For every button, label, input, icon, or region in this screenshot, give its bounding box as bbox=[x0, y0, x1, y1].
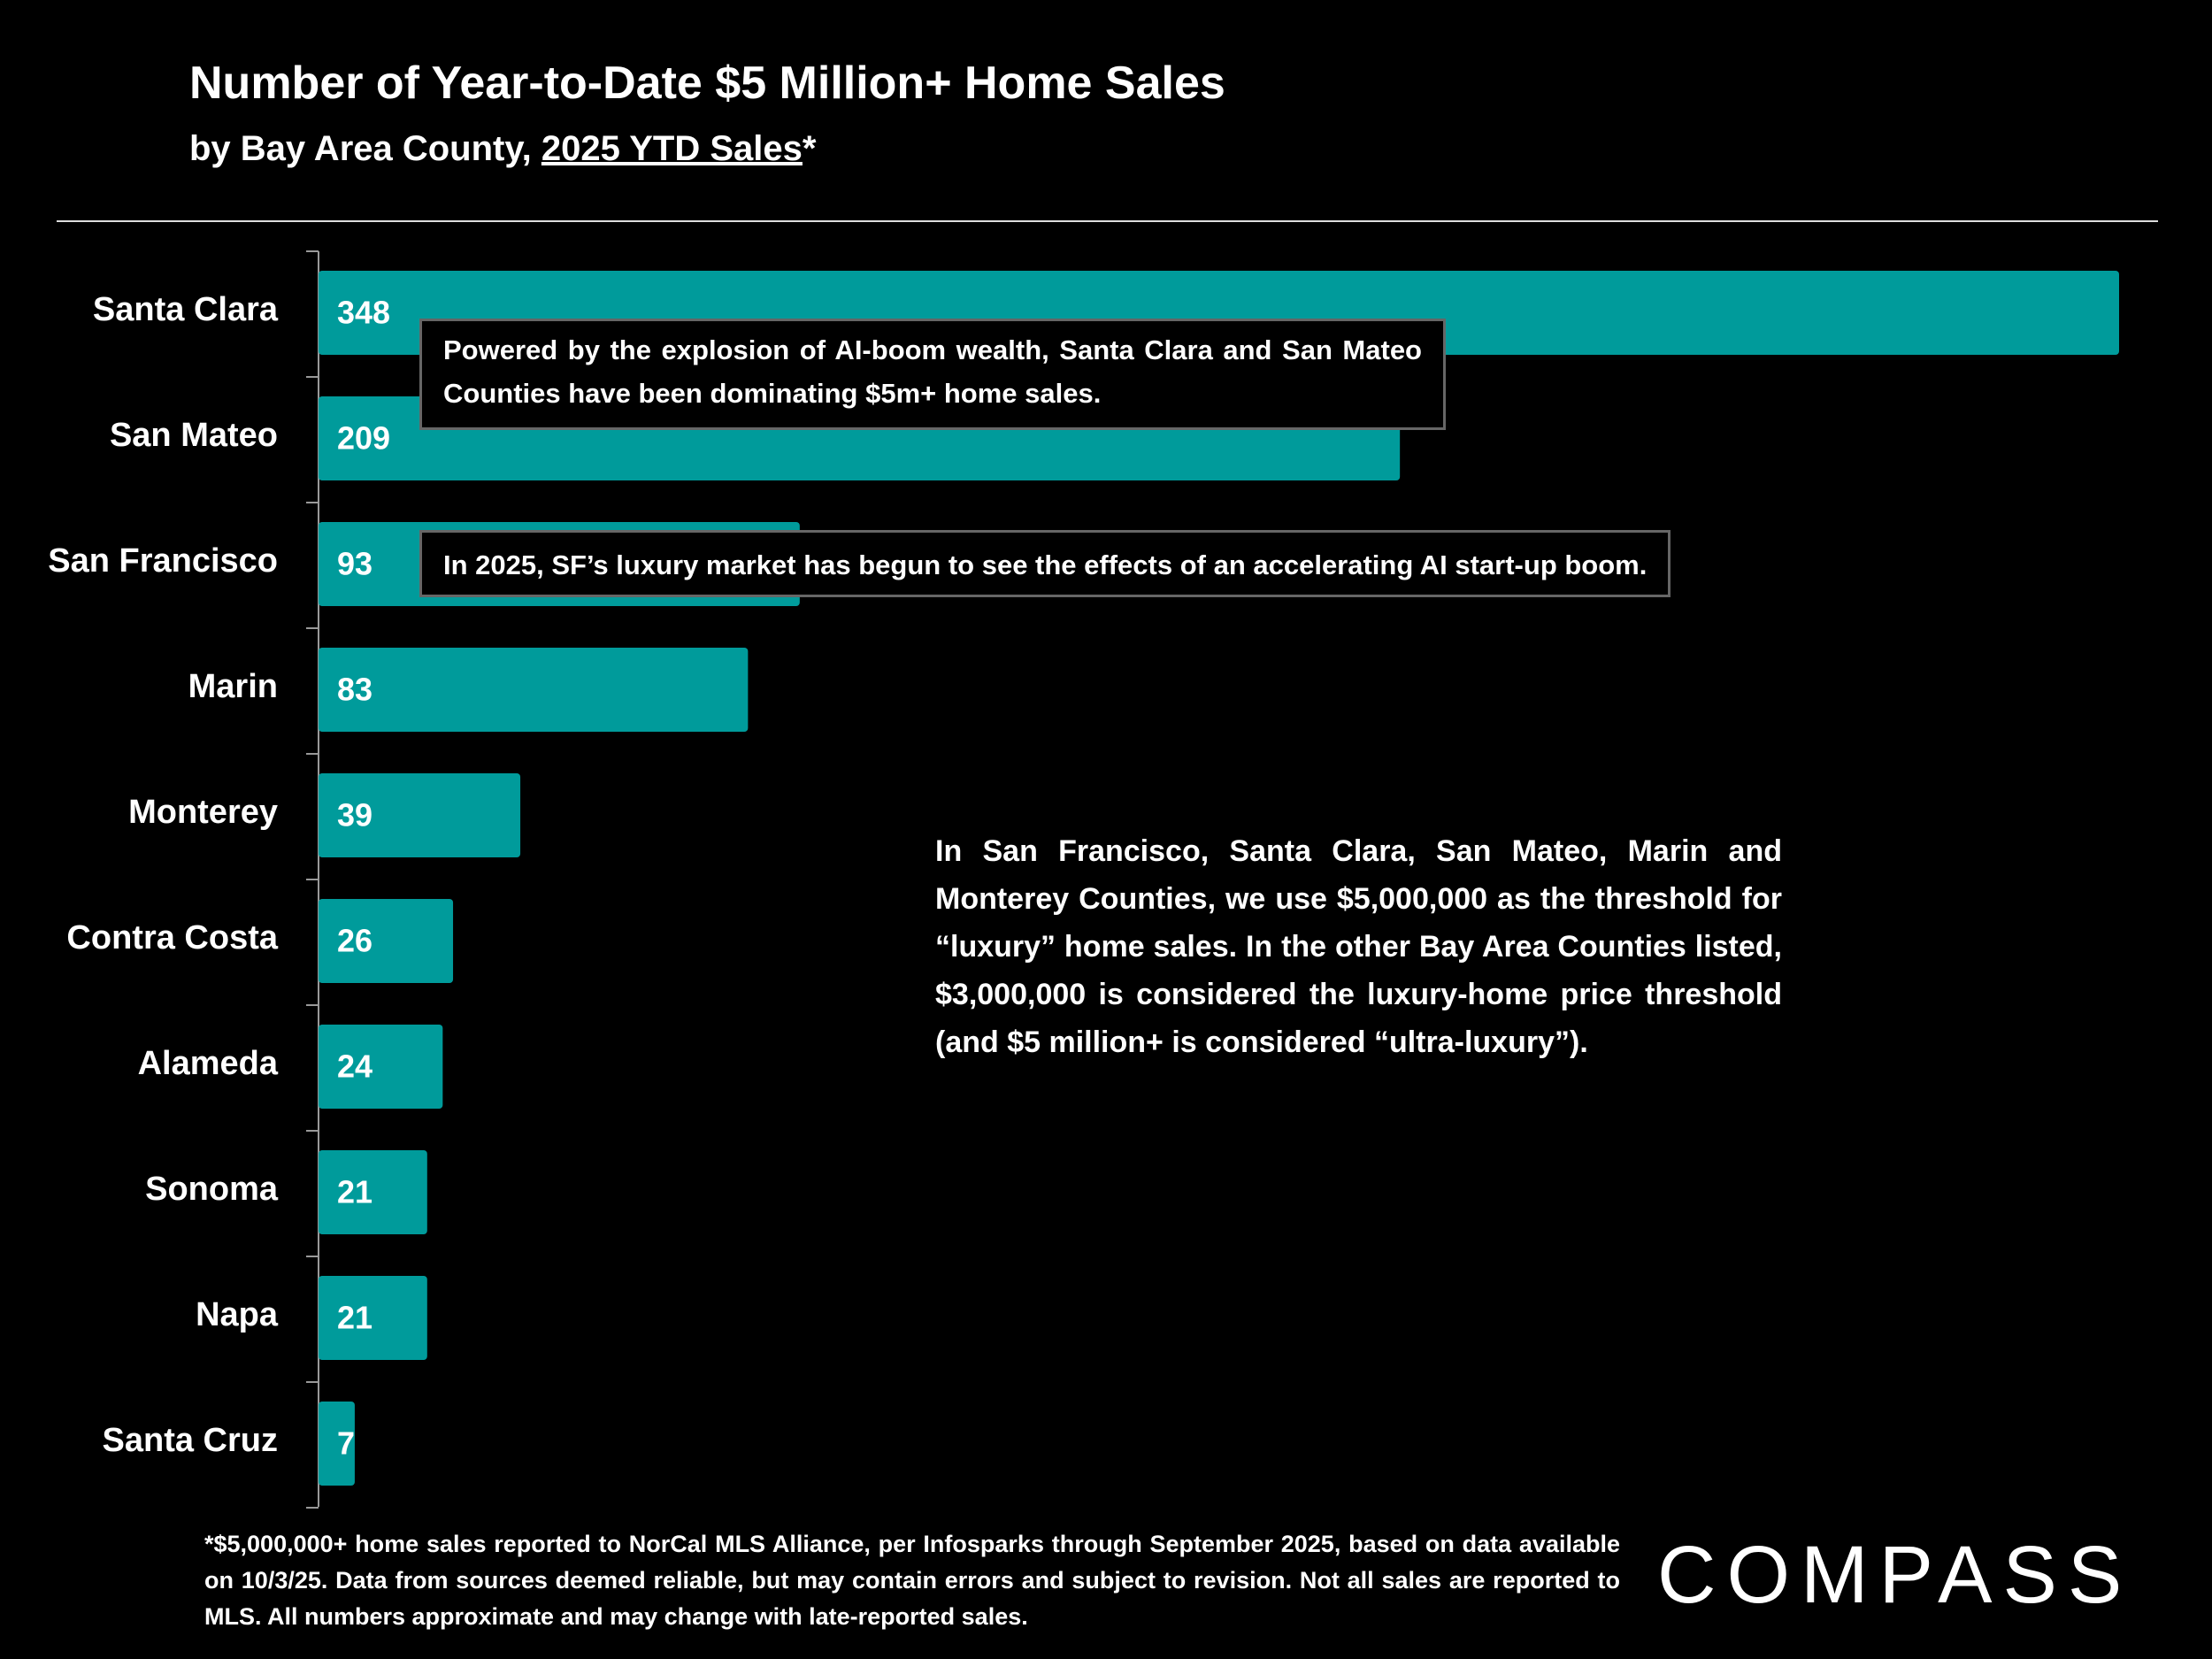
bar bbox=[319, 1276, 427, 1360]
chart-subtitle: by Bay Area County, 2025 YTD Sales* bbox=[189, 129, 816, 169]
category-label: San Francisco bbox=[48, 542, 278, 580]
category-label: Santa Cruz bbox=[103, 1422, 278, 1459]
category-label: Marin bbox=[188, 668, 278, 705]
subtitle-emphasis: 2025 YTD Sales bbox=[541, 129, 803, 168]
bar bbox=[319, 1150, 427, 1234]
value-label: 26 bbox=[337, 923, 373, 959]
value-label: 93 bbox=[337, 546, 373, 582]
value-label: 21 bbox=[337, 1174, 373, 1210]
category-label: Alameda bbox=[138, 1045, 279, 1082]
category-label: Santa Clara bbox=[93, 291, 279, 328]
bar bbox=[319, 1025, 443, 1109]
annotation: In 2025, SF’s luxury market has begun to… bbox=[419, 530, 1671, 597]
bar bbox=[319, 773, 521, 857]
value-label: 7 bbox=[337, 1425, 355, 1462]
subtitle-marker: * bbox=[802, 129, 817, 168]
bar bbox=[319, 899, 454, 983]
footnote: *$5,000,000+ home sales reported to NorC… bbox=[204, 1531, 1620, 1630]
category-label: Monterey bbox=[128, 794, 278, 831]
bar bbox=[319, 648, 749, 732]
category-label: Contra Costa bbox=[66, 919, 278, 956]
bar bbox=[319, 1402, 355, 1486]
category-label: Sonoma bbox=[145, 1171, 279, 1208]
note: In San Francisco, Santa Clara, San Mateo… bbox=[935, 834, 1782, 1059]
chart-title: Number of Year-to-Date $5 Million+ Home … bbox=[189, 58, 1225, 109]
value-label: 83 bbox=[337, 672, 373, 708]
annotation: Powered by the explosion of AI-boom weal… bbox=[419, 319, 1446, 430]
value-label: 348 bbox=[337, 295, 390, 331]
category-label: San Mateo bbox=[110, 417, 278, 454]
value-label: 209 bbox=[337, 420, 390, 457]
value-label: 24 bbox=[337, 1048, 373, 1085]
category-label: Napa bbox=[196, 1296, 279, 1333]
value-label: 21 bbox=[337, 1300, 373, 1336]
subtitle-text: by Bay Area County, bbox=[189, 129, 541, 168]
brand-logo: COMPASS bbox=[1657, 1530, 2133, 1620]
value-label: 39 bbox=[337, 797, 373, 833]
